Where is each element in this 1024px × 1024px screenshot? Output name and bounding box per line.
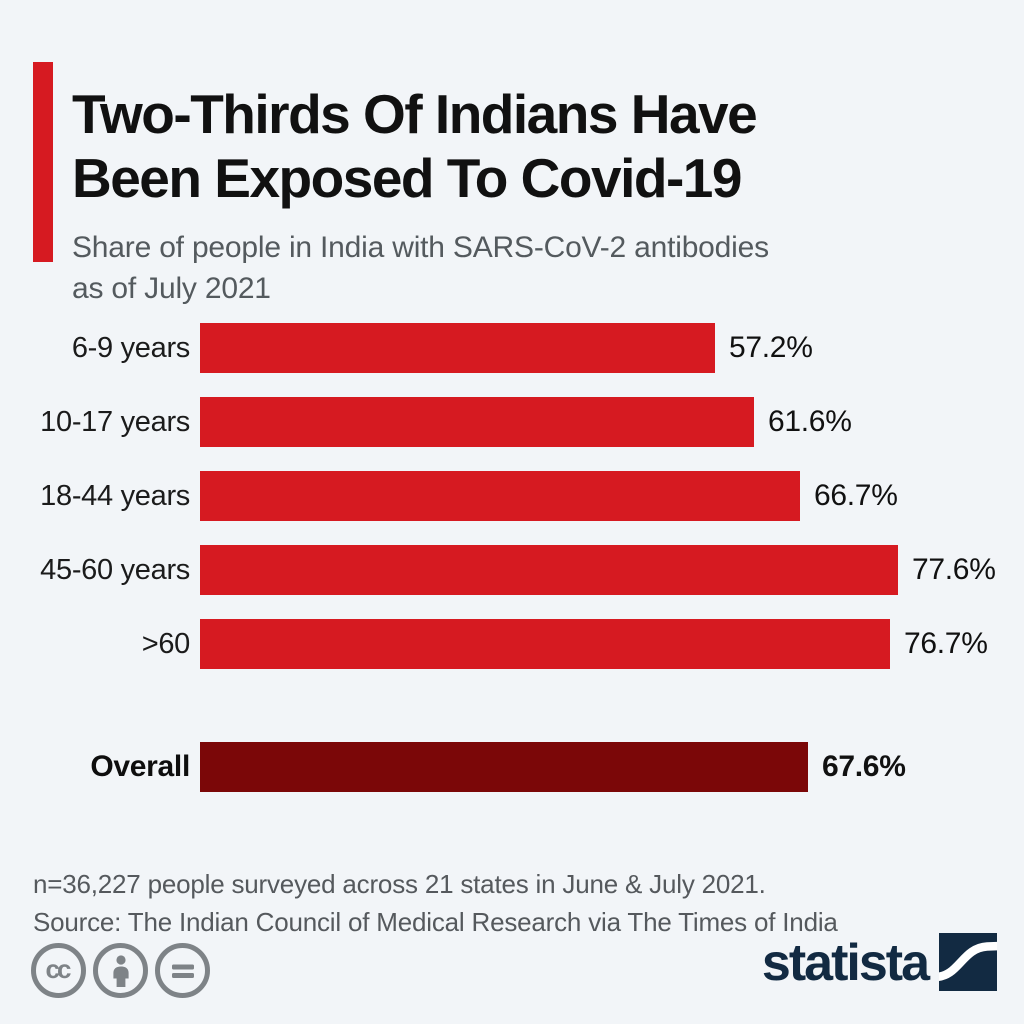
cc-icon-label: cc xyxy=(45,954,72,984)
value-label: 66.7% xyxy=(814,479,898,512)
category-label: 45-60 years xyxy=(40,553,190,586)
nd-icon[interactable] xyxy=(155,943,210,998)
bar xyxy=(200,619,890,669)
bar-chart: 6-9 years 57.2% 10-17 years 61.6% 18-44 … xyxy=(33,323,1014,816)
bar xyxy=(200,742,808,792)
value-label: 61.6% xyxy=(768,405,852,438)
chart-title-line1: Two-Thirds Of Indians Have xyxy=(72,82,758,145)
category-label: Overall xyxy=(90,750,190,783)
value-label: 76.7% xyxy=(904,627,988,660)
statista-wordmark: statista xyxy=(761,934,930,992)
category-label: >60 xyxy=(141,627,191,660)
chart-row: 45-60 years 77.6% xyxy=(33,545,1014,595)
value-label: 67.6% xyxy=(822,750,906,783)
cc-icon[interactable]: cc xyxy=(31,943,86,998)
chart-row: >60 76.7% xyxy=(33,619,1014,669)
chart-row: 10-17 years 61.6% xyxy=(33,397,1014,447)
bar xyxy=(200,545,898,595)
value-label: 77.6% xyxy=(912,553,996,586)
value-label: 57.2% xyxy=(729,331,813,364)
source-note: Source: The Indian Council of Medical Re… xyxy=(33,906,838,937)
category-label: 6-9 years xyxy=(71,331,190,364)
attribution-person-glyph xyxy=(112,954,129,987)
category-label: 10-17 years xyxy=(40,405,190,438)
footnote: n=36,227 people surveyed across 21 state… xyxy=(33,866,838,941)
category-label: 18-44 years xyxy=(40,479,190,512)
chart-row: 6-9 years 57.2% xyxy=(33,323,1014,373)
attribution-icon[interactable] xyxy=(93,943,148,998)
equals-glyph xyxy=(171,964,194,978)
chart-subtitle-line2: as of July 2021 xyxy=(72,271,271,305)
title-accent-bar xyxy=(33,62,53,262)
statista-mark-icon xyxy=(939,933,997,991)
license-icons: cc xyxy=(31,943,210,998)
chart-title: Two-Thirds Of Indians Have Been Exposed … xyxy=(72,83,952,211)
chart-row: 18-44 years 66.7% xyxy=(33,471,1014,521)
chart-subtitle: Share of people in India with SARS-CoV-2… xyxy=(72,228,952,310)
chart-title-line2: Been Exposed To Covid-19 xyxy=(72,146,742,209)
survey-note: n=36,227 people surveyed across 21 state… xyxy=(33,869,766,899)
chart-row-overall: Overall 67.6% xyxy=(33,742,1014,792)
bar xyxy=(200,323,715,373)
bar xyxy=(200,471,800,521)
bar xyxy=(200,397,754,447)
statista-logo[interactable]: statista xyxy=(762,933,997,991)
chart-subtitle-line1: Share of people in India with SARS-CoV-2… xyxy=(72,231,769,264)
